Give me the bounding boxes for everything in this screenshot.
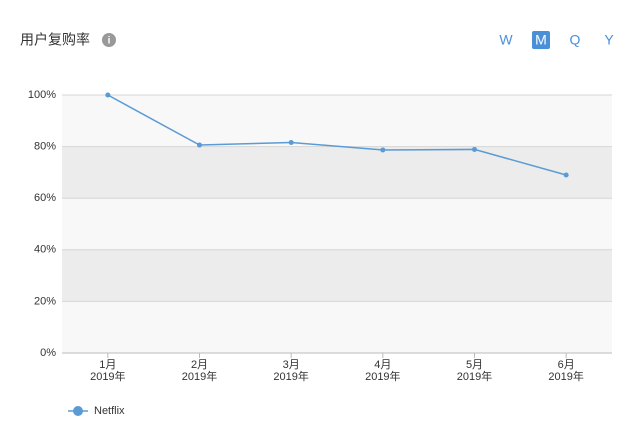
period-toggle[interactable]: W: [499, 32, 513, 48]
x-tick-label: 3月 2019年: [273, 359, 309, 383]
series-line: [107, 94, 567, 176]
chart-title: 用户复购率: [20, 32, 90, 48]
grid-band: [62, 95, 612, 147]
y-tick-label: 40%: [34, 244, 56, 256]
svg-text:i: i: [108, 36, 111, 47]
x-tick-label: 1月 2019年: [90, 359, 126, 383]
grid-band: [62, 198, 612, 250]
point: [288, 139, 294, 145]
x-tick-label: 2月 2019年: [181, 359, 218, 383]
point: [472, 146, 477, 152]
point: [380, 147, 386, 153]
info-icon[interactable]: i: [102, 33, 116, 47]
toggle-bg: [532, 31, 550, 49]
x-tick-label: 6月 2019年: [548, 359, 584, 383]
y-tick-label: 100%: [28, 89, 56, 101]
legend-label: Netflix: [94, 405, 125, 417]
grid-band: [62, 146, 612, 199]
y-tick-label: 0%: [40, 347, 56, 359]
grid-band: [62, 249, 612, 302]
legend-marker: [73, 406, 83, 416]
y-tick-label: 80%: [34, 141, 56, 153]
point: [105, 92, 111, 98]
point: [563, 172, 569, 178]
period-toggle[interactable]: Y: [604, 32, 614, 48]
period-toggle[interactable]: M: [535, 32, 547, 48]
x-tick-label: 5月 2019年: [456, 359, 493, 383]
grid-band: [62, 301, 612, 353]
legend-item[interactable]: Netflix: [68, 405, 125, 417]
y-tick-label: 20%: [34, 295, 56, 307]
x-tick-label: 4月 2019年: [365, 359, 401, 383]
point: [197, 142, 202, 148]
y-tick-label: 60%: [34, 192, 56, 204]
period-toggle[interactable]: Q: [570, 32, 581, 48]
